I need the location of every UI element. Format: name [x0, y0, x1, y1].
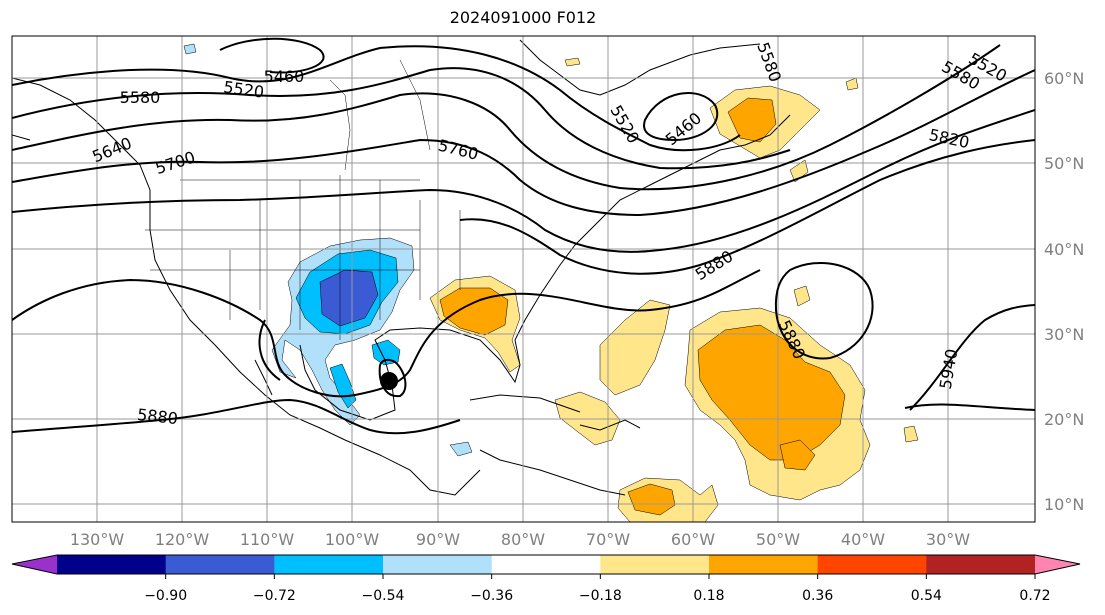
lon-label: 130°W [70, 530, 125, 549]
contour-label: 5580 [120, 88, 161, 107]
map-title: 2024091000 F012 [449, 8, 597, 27]
lat-label: 20°N [1044, 410, 1084, 429]
contour-label: 5880 [136, 405, 178, 428]
colorbar-swatch [709, 555, 819, 574]
lon-label: 30°W [926, 530, 970, 549]
colorbar-swatch [600, 555, 710, 574]
colorbar-swatch [12, 555, 57, 574]
lon-label: 40°W [841, 530, 885, 549]
yellow-anomaly-region [429, 57, 919, 522]
map-panel: 5460 5520 5580 5640 5700 5760 5520 5460 … [12, 36, 1035, 522]
colorbar-tick-label: 0.18 [693, 588, 724, 604]
colorbar: −0.90 −0.72 −0.54 −0.36 −0.18 0.18 0.36 0.54 0.7… [11, 554, 1081, 604]
colorbar-swatch [817, 555, 927, 574]
lon-label: 70°W [586, 530, 630, 549]
lat-label: 30°N [1044, 325, 1084, 344]
state-borders [145, 59, 461, 340]
lon-label: 60°W [671, 530, 715, 549]
lon-label: 120°W [155, 530, 210, 549]
lon-label: 50°W [756, 530, 800, 549]
colorbar-swatch [491, 555, 601, 574]
lat-label: 40°N [1044, 240, 1084, 259]
height-contours [12, 37, 1035, 435]
colorbar-tick-label: −0.90 [144, 588, 187, 604]
colorbar-tick-label: 0.54 [911, 588, 942, 604]
colorbar-swatch [383, 555, 493, 574]
colorbar-tick-label: −0.36 [470, 588, 513, 604]
colorbar-tick-label: 0.36 [802, 588, 833, 604]
map-frame [11, 35, 1036, 523]
lon-label: 80°W [501, 530, 545, 549]
blue-anomaly-region [183, 43, 473, 457]
lon-label: 100°W [325, 530, 380, 549]
colorbar-outline [11, 554, 1081, 575]
colorbar-tick-label: −0.54 [362, 588, 405, 604]
colorbar-swatch [165, 555, 275, 574]
lat-label: 60°N [1044, 69, 1084, 88]
colorbar-swatch [926, 555, 1036, 574]
colorbar-tick-label: −0.18 [579, 588, 622, 604]
storm-center-marker [380, 372, 398, 390]
lon-label: 90°W [416, 530, 460, 549]
colorbar-tick-label: 0.72 [1019, 588, 1050, 604]
lat-label: 50°N [1044, 154, 1084, 173]
latitude-axis: 60°N 50°N 40°N 30°N 20°N 10°N [1044, 69, 1084, 514]
colorbar-swatch [274, 555, 384, 574]
lon-label: 110°W [240, 530, 295, 549]
colorbar-swatch [1035, 555, 1080, 574]
lat-label: 10°N [1044, 495, 1084, 514]
colorbar-swatch [57, 555, 167, 574]
colorbar-tick-label: −0.72 [253, 588, 296, 604]
longitude-axis: 130°W 120°W 110°W 100°W 90°W 80°W 70°W 6… [70, 530, 970, 549]
contour-label: 5460 [264, 67, 305, 86]
